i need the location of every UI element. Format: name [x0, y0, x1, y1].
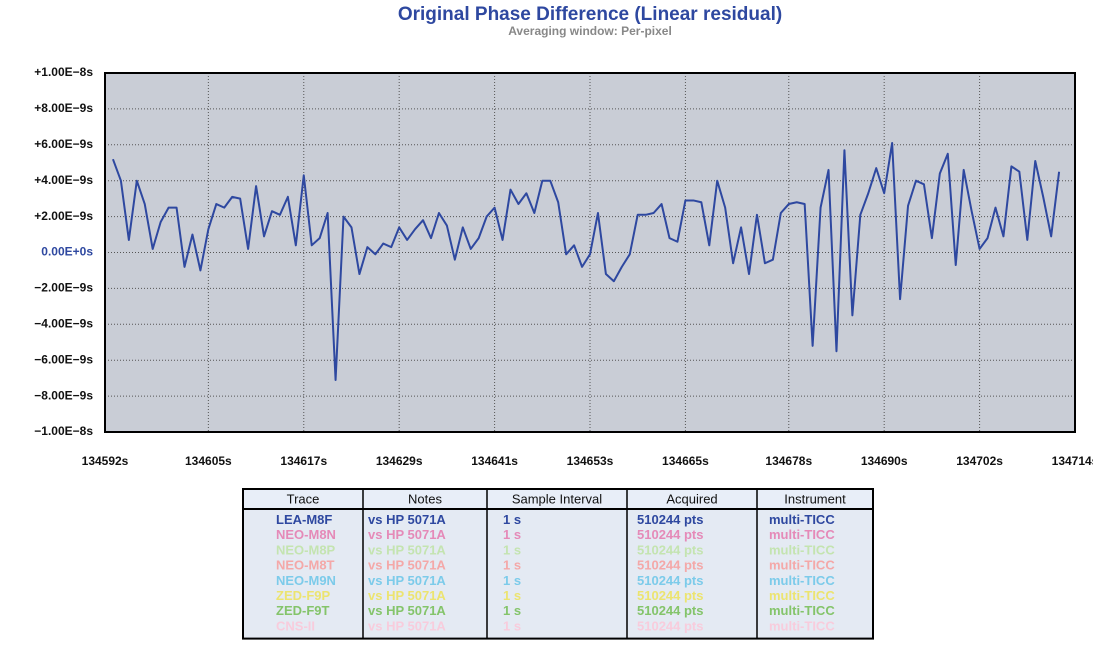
table-cell: 1 s: [503, 603, 521, 618]
table-cell: 510244 pts: [637, 512, 704, 527]
y-tick-label: −6.00E−9s: [34, 352, 93, 366]
x-tick-label: 134653s: [567, 454, 614, 468]
table-header: [242, 488, 874, 510]
x-tick-label: 134592s: [82, 454, 129, 468]
table-cell: NEO-M8T: [276, 558, 335, 573]
y-tick-label: −2.00E−9s: [34, 281, 93, 295]
table-cell: vs HP 5071A: [368, 618, 446, 633]
table-cell: CNS-II: [276, 618, 315, 633]
x-tick-label: 134714s: [1052, 454, 1093, 468]
table-cell: ZED-F9P: [276, 588, 331, 603]
x-tick-label: 134678s: [765, 454, 812, 468]
table-cell: multi-TICC: [769, 588, 835, 603]
x-tick-label: 134605s: [185, 454, 232, 468]
table-cell: vs HP 5071A: [368, 588, 446, 603]
table-cell: 1 s: [503, 618, 521, 633]
chart-title: Original Phase Difference (Linear residu…: [398, 4, 782, 25]
table-cell: 1 s: [503, 527, 521, 542]
y-tick-label: −8.00E−9s: [34, 388, 93, 402]
table-cell: 510244 pts: [637, 527, 704, 542]
plot-border: [104, 72, 1076, 433]
table-cell: 510244 pts: [637, 542, 704, 557]
y-tick-label: +2.00E−9s: [34, 209, 93, 223]
x-tick-label: 134617s: [280, 454, 327, 468]
table-cell: vs HP 5071A: [368, 542, 446, 557]
table-cell: 1 s: [503, 573, 521, 588]
table-cell: ZED-F9T: [276, 603, 330, 618]
table-header-cell: Trace: [287, 491, 320, 506]
table-cell: 1 s: [503, 588, 521, 603]
table-cell: multi-TICC: [769, 512, 835, 527]
chart-subtitle: Averaging window: Per-pixel: [508, 24, 672, 38]
table-cell: multi-TICC: [769, 573, 835, 588]
table-cell: 510244 pts: [637, 573, 704, 588]
table-cell: 510244 pts: [637, 588, 704, 603]
table-cell: multi-TICC: [769, 542, 835, 557]
table-cell: vs HP 5071A: [368, 527, 446, 542]
table-cell: NEO-M8N: [276, 527, 336, 542]
table-cell: vs HP 5071A: [368, 603, 446, 618]
table-cell: NEO-M9N: [276, 573, 336, 588]
table-cell: 1 s: [503, 512, 521, 527]
table-header-cell: Sample Interval: [512, 491, 602, 506]
y-tick-label: +1.00E−8s: [34, 65, 93, 79]
x-tick-label: 134629s: [376, 454, 423, 468]
x-tick-label: 134665s: [662, 454, 709, 468]
y-tick-label: +8.00E−9s: [34, 101, 93, 115]
table-header-cell: Acquired: [666, 491, 717, 506]
table-cell: 1 s: [503, 542, 521, 557]
y-tick-label: −1.00E−8s: [34, 424, 93, 438]
table-header-cell: Instrument: [784, 491, 846, 506]
table-header-cell: Notes: [408, 491, 442, 506]
y-tick-label: −4.00E−9s: [34, 316, 93, 330]
table-cell: multi-TICC: [769, 618, 835, 633]
table-cell: 510244 pts: [637, 618, 704, 633]
table-body: [242, 488, 874, 640]
table-cell: multi-TICC: [769, 527, 835, 542]
y-tick-label: +4.00E−9s: [34, 173, 93, 187]
table-cell: NEO-M8P: [276, 542, 336, 557]
table-cell: vs HP 5071A: [368, 512, 446, 527]
table-cell: multi-TICC: [769, 558, 835, 573]
x-tick-label: 134690s: [861, 454, 908, 468]
x-tick-label: 134641s: [471, 454, 518, 468]
table-cell: 510244 pts: [637, 603, 704, 618]
y-tick-label: 0.00E+0s: [41, 245, 93, 259]
table-cell: vs HP 5071A: [368, 558, 446, 573]
table-cell: vs HP 5071A: [368, 573, 446, 588]
table-cell: LEA-M8F: [276, 512, 332, 527]
x-tick-label: 134702s: [956, 454, 1003, 468]
table-cell: 510244 pts: [637, 558, 704, 573]
y-tick-label: +6.00E−9s: [34, 137, 93, 151]
data-line: [112, 142, 1061, 381]
table-cell: 1 s: [503, 558, 521, 573]
table-cell: multi-TICC: [769, 603, 835, 618]
